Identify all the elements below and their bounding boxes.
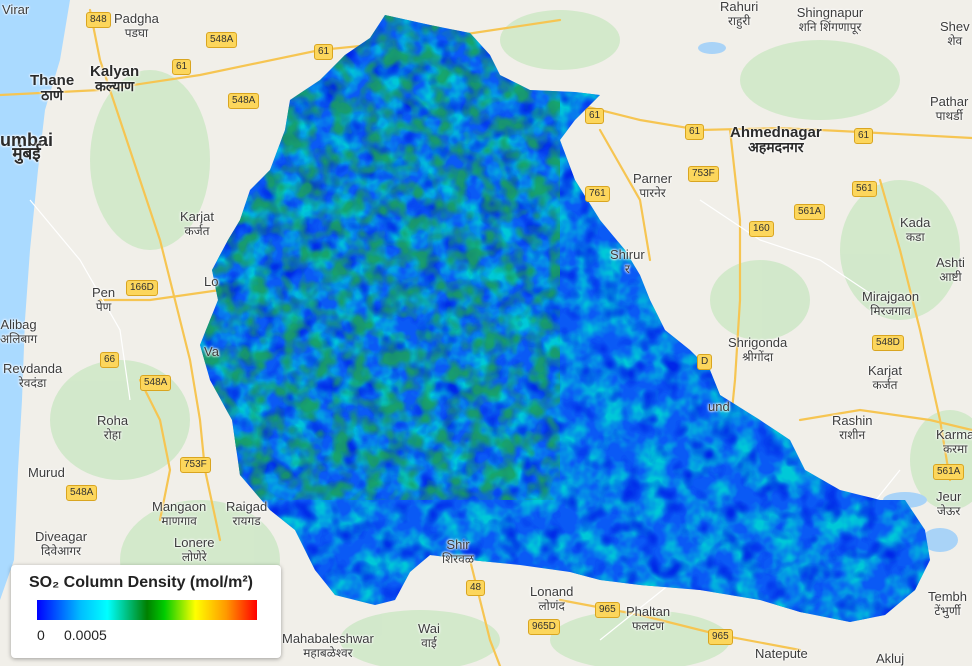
place-shirur[interactable]: Shirur र [610, 247, 645, 277]
place-thane[interactable]: Thane ठाणे [30, 72, 75, 103]
place-murud[interactable]: Murud [28, 465, 65, 480]
place-lonere[interactable]: Lonere लोणेरे [174, 535, 215, 565]
highway-shield: 61 [172, 59, 192, 75]
highway-shield: 965 [708, 629, 733, 645]
place-diveagar[interactable]: Diveagar दिवेआगर [35, 529, 88, 559]
highway-shield: 965D [528, 619, 560, 635]
highway-shield: 66 [100, 352, 120, 368]
place-phaltan[interactable]: Phaltan फलटण [626, 604, 671, 634]
highway-shield: 61 [585, 108, 605, 124]
highway-shield: 548A [140, 375, 172, 391]
highway-shield: 561A [933, 464, 965, 480]
place-rashin[interactable]: Rashin राशीन [832, 413, 873, 443]
legend-title: SO₂ Column Density (mol/m²) [29, 574, 254, 591]
place-daund[interactable]: und [708, 399, 730, 414]
highway-shield: 848 [86, 12, 111, 28]
place-lonavala[interactable]: Lo [204, 274, 219, 289]
place-ahmednagar[interactable]: Ahmednagar अहमदनगर [730, 124, 822, 155]
place-mangaon[interactable]: Mangaon माणगाव [152, 499, 207, 529]
highway-shield: 548A [206, 32, 238, 48]
highway-shield: 548D [872, 335, 904, 351]
place-karjat-east[interactable]: Karjat कर्जत [868, 363, 902, 393]
place-jeur[interactable]: Jeur जेऊर [936, 489, 962, 519]
place-kalyan[interactable]: Kalyan कल्याण [90, 63, 140, 94]
place-mirajgaon[interactable]: Mirajgaon मिरजगाव [862, 289, 920, 319]
place-revdanda[interactable]: Revdanda रेवदंडा [3, 361, 63, 391]
place-lonand[interactable]: Lonand लोणंद [530, 584, 574, 614]
place-karmala[interactable]: Karma करमा [936, 427, 972, 457]
place-pathardi[interactable]: Pathar पाथर्डी [930, 94, 969, 124]
highway-shield: 965 [595, 602, 620, 618]
highway-shield: D [697, 354, 713, 370]
place-padgha[interactable]: Padgha पडघा [114, 11, 159, 41]
place-roha[interactable]: Roha रोहा [97, 413, 129, 443]
place-karjat-west[interactable]: Karjat कर्जत [180, 209, 214, 239]
legend-panel: SO₂ Column Density (mol/m²) 0 0.0005 [11, 565, 281, 658]
highway-shield: 48 [466, 580, 486, 596]
place-rahuri[interactable]: Rahuri राहुरी [720, 0, 759, 28]
place-kada[interactable]: Kada कडा [900, 215, 931, 245]
place-mahabaleshwar[interactable]: Mahabaleshwar महाबळेश्वर [282, 631, 374, 661]
place-shirwal[interactable]: Shir शिरवळ [442, 537, 474, 567]
highway-shield: 160 [749, 221, 774, 237]
place-wai[interactable]: Wai वाई [418, 621, 440, 651]
highway-shield: 753F [180, 457, 211, 473]
place-shrigonda[interactable]: Shrigonda श्रीगोंदा [728, 335, 788, 365]
highway-shield: 61 [685, 124, 705, 140]
place-shingnapur[interactable]: Shingnapur शनि शिंगणापूर [796, 5, 864, 35]
place-natepute[interactable]: Natepute [755, 646, 808, 661]
legend-max-label: 0.0005 [64, 627, 107, 643]
place-tembhurni[interactable]: Tembh टेंभुर्णी [928, 589, 968, 619]
place-alibag[interactable]: Alibag अलिबाग [0, 317, 38, 347]
place-mumbai[interactable]: umbai मुंबई [0, 130, 54, 163]
place-raigad[interactable]: Raigad रायगड [226, 499, 268, 529]
place-vadgaon[interactable]: Va [204, 344, 219, 359]
highway-shield: 548A [228, 93, 260, 109]
place-ashti[interactable]: Ashti आष्टी [936, 255, 965, 285]
highway-shield: 61 [314, 44, 334, 60]
highway-shield: 61 [854, 128, 874, 144]
highway-shield: 753F [688, 166, 719, 182]
highway-shield: 761 [585, 186, 610, 202]
place-akluj[interactable]: Akluj [876, 651, 905, 666]
highway-shield: 561A [794, 204, 826, 220]
place-pen[interactable]: Pen पेण [92, 285, 116, 315]
place-virar[interactable]: Virar [2, 2, 30, 17]
highway-shield: 166D [126, 280, 158, 296]
highway-shield: 548A [66, 485, 98, 501]
highway-shield: 561 [852, 181, 877, 197]
place-shevgaon[interactable]: Shev शेव [940, 19, 970, 49]
legend-color-ramp [37, 600, 257, 620]
legend-min-label: 0 [37, 627, 45, 643]
place-parner[interactable]: Parner पारनेर [633, 171, 673, 201]
